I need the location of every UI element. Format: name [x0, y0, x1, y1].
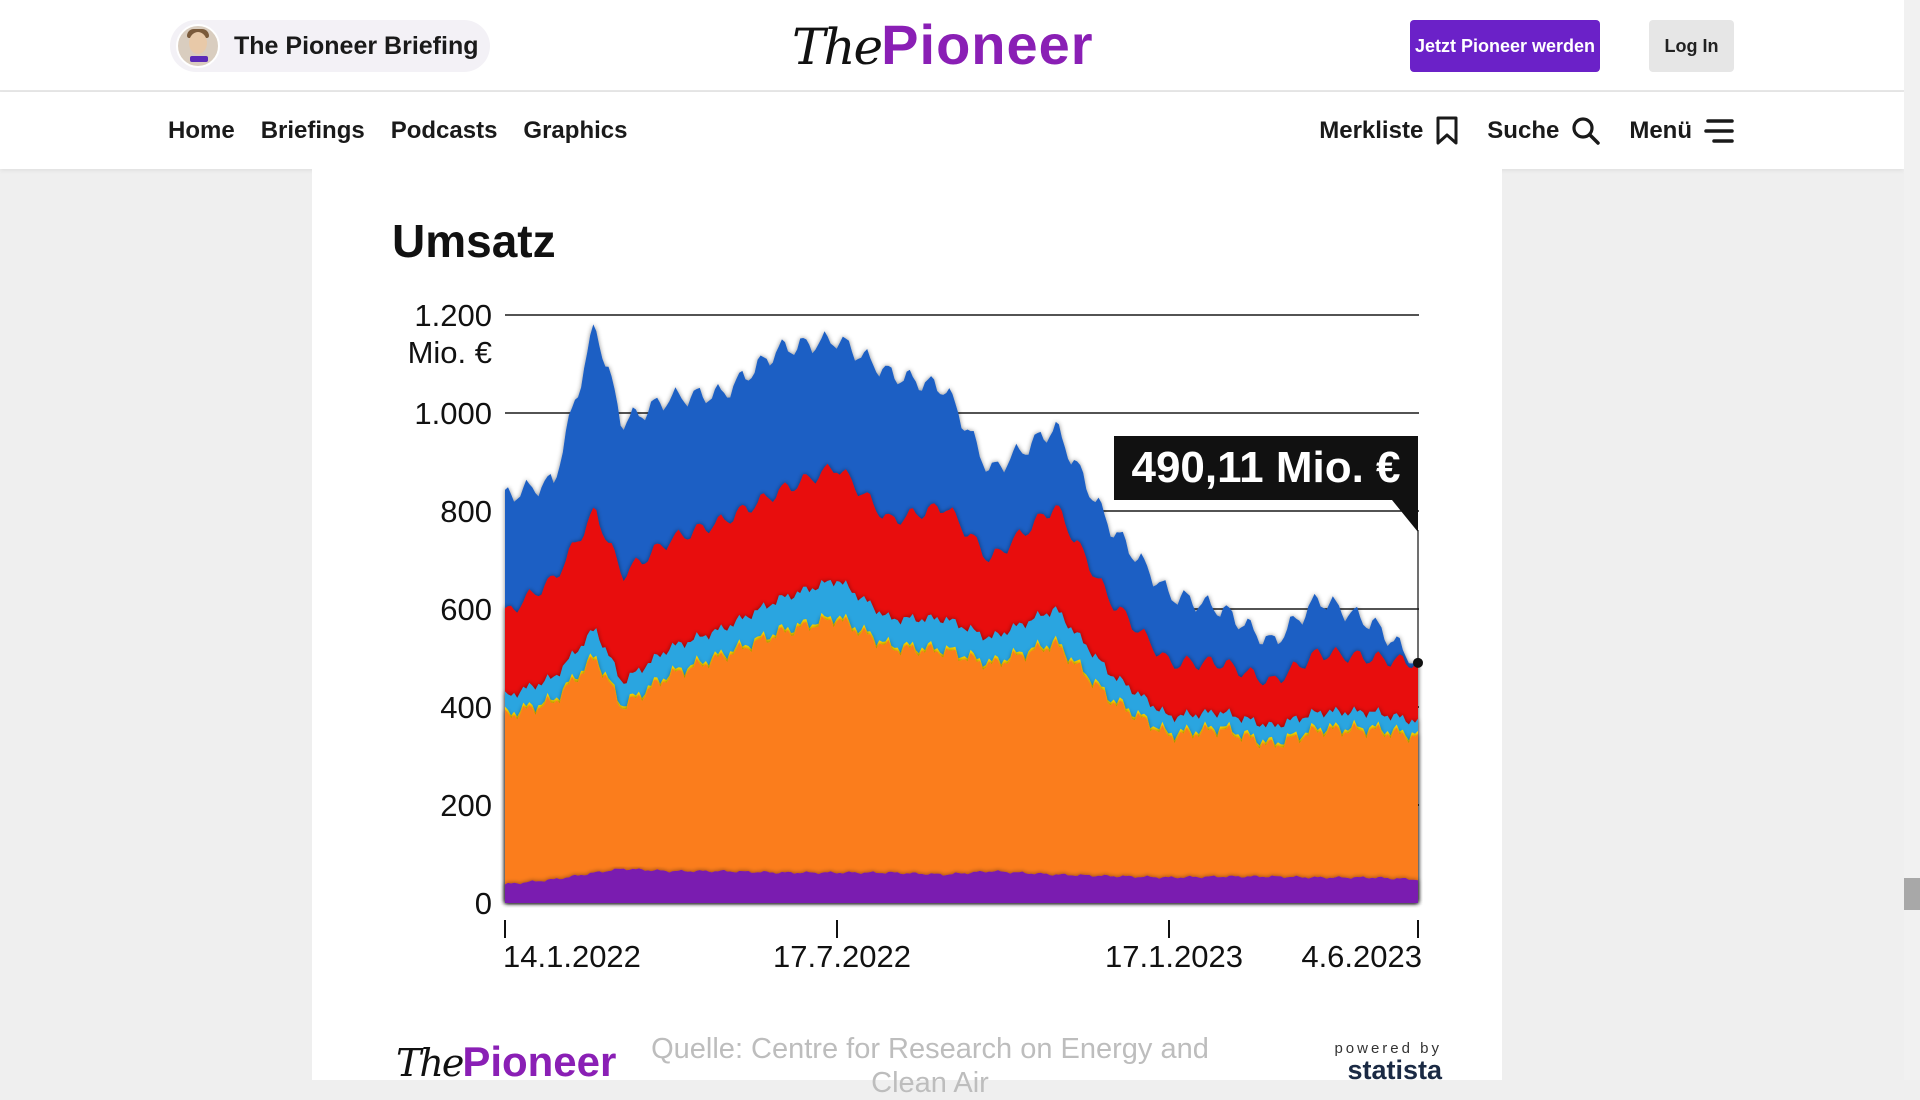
avatar [176, 24, 220, 68]
search-button[interactable]: Suche [1487, 116, 1601, 146]
footer-logo: The Pioneer [396, 1038, 616, 1086]
bookmark-icon [1436, 116, 1458, 144]
logo-the: The [792, 18, 883, 76]
nav-podcasts[interactable]: Podcasts [390, 116, 498, 144]
nav-briefings[interactable]: Briefings [260, 116, 365, 144]
scrollbar-track[interactable] [1904, 0, 1920, 1080]
callout-point [1413, 657, 1423, 668]
x-tick-label: 17.1.2023 [1105, 939, 1243, 974]
menu-label: Menü [1629, 116, 1692, 144]
main-nav: Home Briefings Podcasts Graphics Merklis… [0, 92, 1904, 169]
merkliste-button[interactable]: Merkliste [1319, 116, 1459, 146]
briefing-label: The Pioneer Briefing [234, 31, 479, 60]
statista-logo: statista [1347, 1055, 1442, 1085]
area-series-2 [505, 615, 1418, 903]
y-tick-label: 1.200 [414, 298, 492, 333]
footer-logo-pioneer: Pioneer [462, 1038, 617, 1085]
callout-pointer [1392, 500, 1418, 532]
footer-logo-the: The [396, 1041, 464, 1085]
logo-pioneer: Pioneer [881, 13, 1094, 76]
chart-title: Umsatz [392, 215, 556, 267]
y-tick-label: 1.000 [414, 396, 492, 431]
powered-by-statista[interactable]: powered by statista [1316, 1040, 1442, 1086]
site-logo[interactable]: The Pioneer [792, 12, 1094, 78]
scrollbar-thumb[interactable] [1904, 878, 1920, 910]
y-tick-label: 600 [440, 592, 492, 627]
y-tick-label: 400 [440, 690, 492, 725]
callout-box [1114, 436, 1418, 500]
area-series-1 [505, 868, 1418, 903]
menu-button[interactable]: Menü [1629, 117, 1734, 145]
y-tick-label: 0 [475, 886, 492, 921]
become-pioneer-button[interactable]: Jetzt Pioneer werden [1410, 20, 1600, 72]
search-icon [1572, 116, 1601, 145]
powered-by-label: powered by [1334, 1040, 1442, 1057]
login-button[interactable]: Log In [1649, 20, 1734, 72]
merkliste-label: Merkliste [1319, 116, 1424, 144]
pioneer-briefing-link[interactable]: The Pioneer Briefing [170, 20, 490, 72]
top-header: The Pioneer Briefing The Pioneer Jetzt P… [0, 0, 1904, 92]
nav-home[interactable]: Home [168, 116, 235, 144]
y-tick-label: 200 [440, 788, 492, 823]
x-tick-label: 14.1.2022 [503, 939, 641, 974]
search-label: Suche [1487, 116, 1560, 144]
y-unit-label: Mio. € [408, 335, 492, 370]
nav-graphics[interactable]: Graphics [523, 116, 628, 144]
y-tick-label: 800 [440, 494, 492, 529]
x-tick-label: 17.7.2022 [773, 939, 911, 974]
callout-label: 490,11 Mio. € [1131, 443, 1400, 492]
x-tick-label: 4.6.2023 [1301, 939, 1422, 974]
chart-source: Quelle: Centre for Research on Energy an… [651, 1033, 1209, 1099]
hamburger-menu-icon [1704, 118, 1734, 143]
